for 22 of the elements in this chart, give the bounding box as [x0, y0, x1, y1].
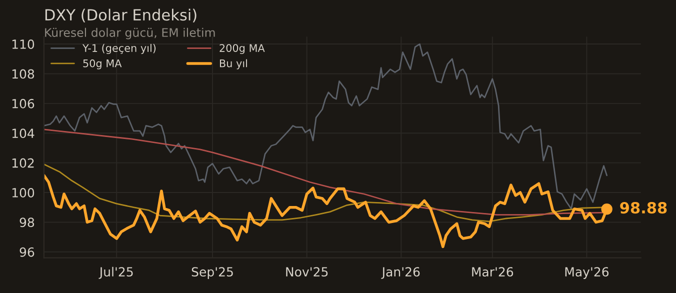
- legend-label: 200g MA: [220, 44, 265, 54]
- legend-label: 50g MA: [83, 59, 122, 70]
- chart-subtitle: Küresel dolar gücü, EM iletim: [45, 28, 215, 40]
- legend-label: Bu yıl: [220, 59, 247, 70]
- x-tick-label: Mar'26: [472, 267, 514, 277]
- y-tick-label: 104: [12, 128, 34, 138]
- x-tick-label: Sep'25: [192, 267, 233, 279]
- chart-title: DXY (Dolar Endeksi): [45, 8, 196, 22]
- annotation: 98.88: [620, 202, 667, 214]
- y-tick-label: 96: [20, 247, 34, 257]
- x-tick-label: Jan'26: [381, 267, 420, 279]
- x-tick-label: May'26: [565, 267, 609, 279]
- y-tick-label: 108: [12, 69, 34, 79]
- x-tick-label: Jul'25: [98, 266, 133, 279]
- x-tick-label: Nov'25: [286, 267, 328, 277]
- y-tick-label: 102: [12, 158, 34, 168]
- y-tick-label: 100: [12, 188, 34, 198]
- line-series: [44, 43, 608, 210]
- y-tick-label: 110: [12, 40, 34, 49]
- y-tick-label: 98: [20, 218, 34, 228]
- legend-label: Y-1 (geçen yıl): [82, 44, 156, 54]
- y-tick-label: 106: [12, 98, 34, 108]
